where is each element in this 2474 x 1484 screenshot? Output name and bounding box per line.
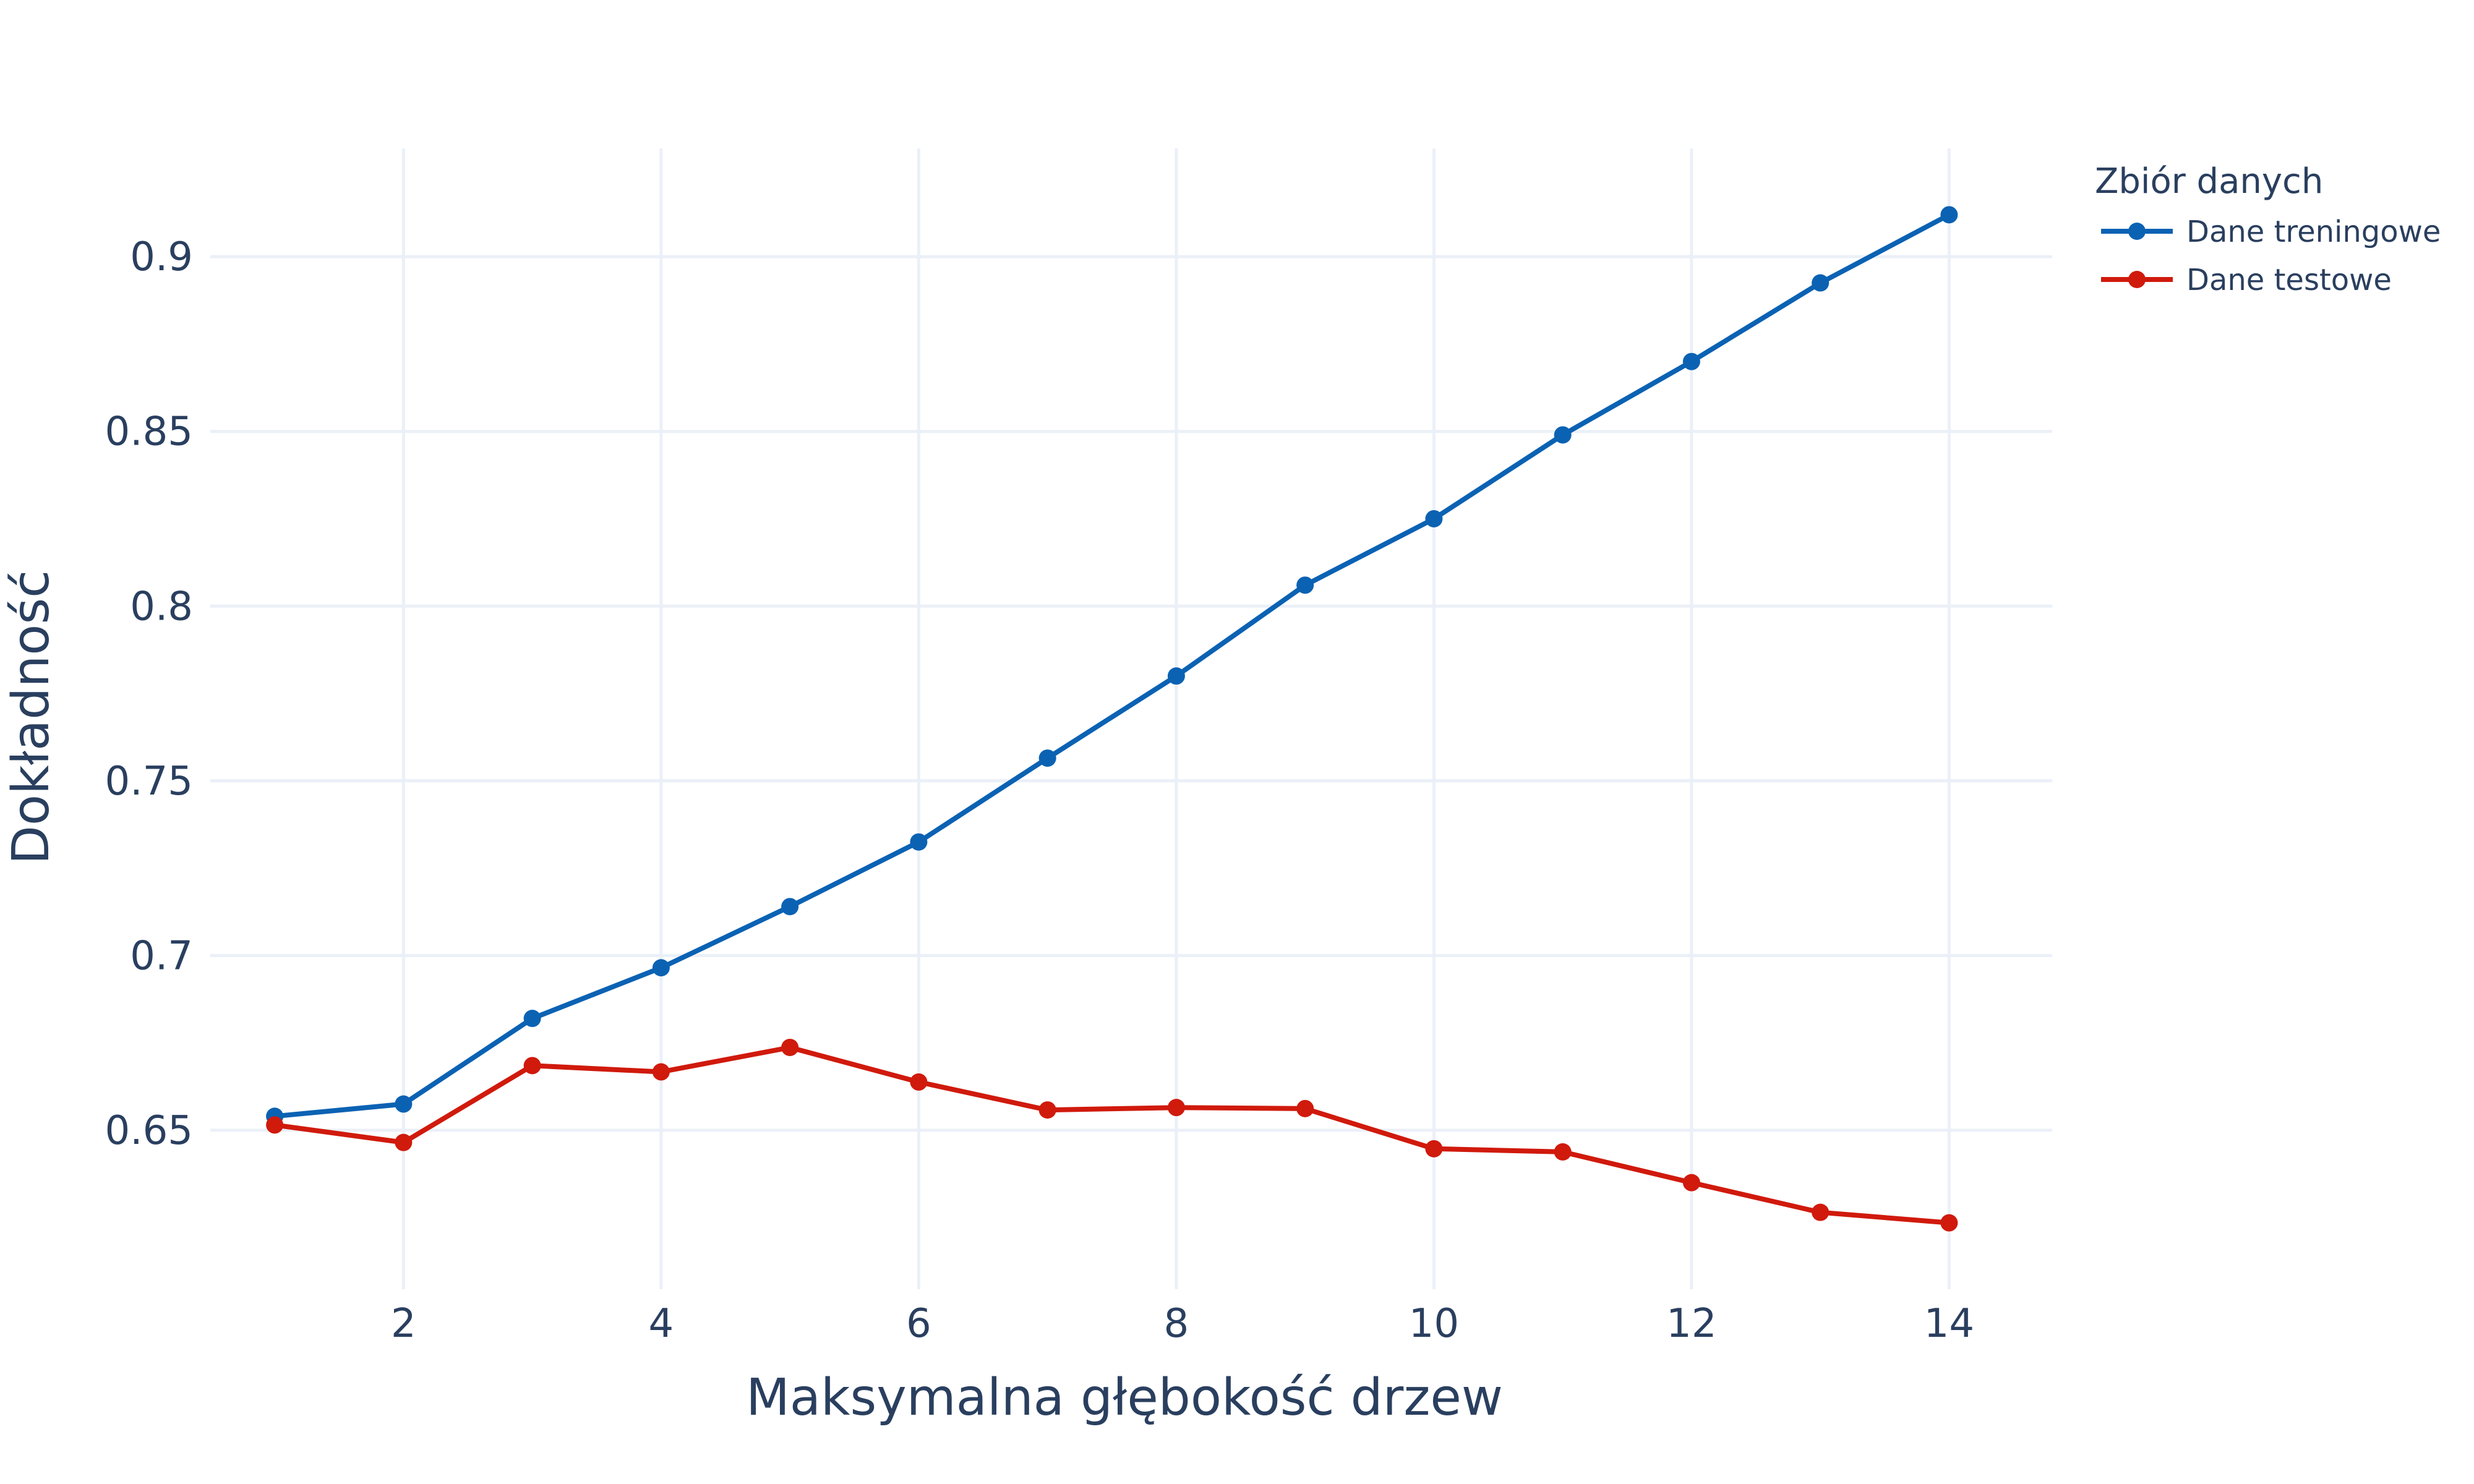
x-tick-label: 2 (391, 1301, 416, 1347)
data-point (1296, 1099, 1314, 1117)
data-point (395, 1133, 413, 1151)
data-point (1167, 667, 1185, 685)
x-tick-label: 6 (906, 1301, 931, 1347)
series-train (266, 206, 1958, 1125)
data-point (910, 833, 928, 851)
y-tick-label: 0.9 (130, 234, 193, 280)
legend-title: Zbiór danych (2095, 161, 2323, 202)
data-point (1296, 576, 1314, 594)
series-line (274, 212, 1951, 1119)
data-point (781, 1038, 799, 1056)
legend-item[interactable]: Dane testowe (2101, 263, 2392, 297)
data-point (395, 1095, 413, 1113)
grid (210, 148, 2052, 1289)
data-point (1425, 510, 1443, 527)
data-point (1425, 1140, 1443, 1158)
y-axis-ticks: 0.65 0.7 0.75 0.8 0.85 0.9 (105, 234, 194, 1154)
legend: Zbiór danych Dane treningowe Dane testowe (2095, 161, 2441, 297)
data-point (266, 1116, 284, 1134)
legend-label: Dane testowe (2186, 263, 2392, 297)
y-tick-label: 0.8 (130, 584, 193, 629)
x-axis-title: Maksymalna głębokość drzew (746, 1368, 1503, 1427)
series-group (266, 206, 1958, 1232)
x-tick-label: 4 (649, 1301, 674, 1347)
series-line (274, 1045, 1950, 1226)
series-test (266, 1038, 1958, 1232)
x-axis-ticks: 2 4 6 8 10 12 14 (391, 1301, 1974, 1347)
data-point (1554, 1143, 1572, 1161)
legend-item[interactable]: Dane treningowe (2101, 215, 2441, 249)
x-tick-label: 14 (1924, 1301, 1974, 1347)
y-tick-label: 0.85 (105, 409, 194, 455)
data-point (781, 898, 799, 916)
y-axis-title: Dokładność (2, 570, 61, 864)
x-tick-label: 12 (1666, 1301, 1716, 1347)
data-point (1812, 1203, 1830, 1221)
data-point (1554, 426, 1572, 444)
y-tick-label: 0.7 (130, 933, 193, 979)
y-tick-label: 0.65 (105, 1108, 194, 1154)
x-tick-label: 10 (1409, 1301, 1459, 1347)
data-point (910, 1073, 928, 1091)
legend-marker-swatch (2128, 223, 2146, 240)
data-point (1682, 352, 1700, 370)
data-point (652, 1063, 670, 1081)
data-point (523, 1010, 541, 1028)
data-point (1038, 1101, 1056, 1119)
data-point (1682, 1174, 1700, 1192)
data-point (652, 959, 670, 977)
y-tick-label: 0.75 (105, 759, 194, 804)
data-point (1940, 206, 1958, 224)
data-point (1812, 274, 1830, 292)
data-point (1167, 1099, 1185, 1117)
data-point (1038, 749, 1056, 767)
legend-label: Dane treningowe (2186, 215, 2441, 249)
legend-marker-swatch (2128, 271, 2146, 288)
data-point (523, 1057, 541, 1075)
data-point (1940, 1214, 1958, 1232)
x-tick-label: 8 (1164, 1301, 1189, 1347)
